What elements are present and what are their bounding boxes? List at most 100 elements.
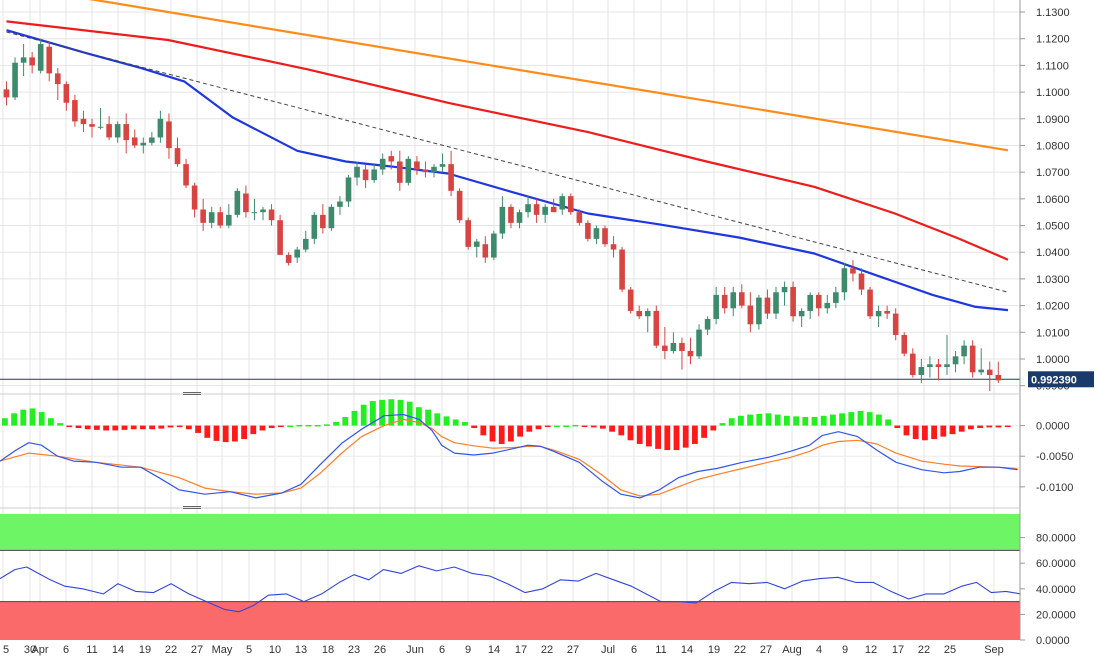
candle-body — [961, 345, 967, 357]
x-tick-label: 25 — [944, 644, 956, 656]
last-price-label: 0.992390 — [1031, 374, 1077, 386]
candle-body — [362, 169, 369, 181]
x-tick-label: 6 — [631, 644, 637, 656]
price-tick-label: 1.0000 — [1036, 354, 1070, 366]
candle-body — [670, 342, 677, 351]
macd-hist-bar — [756, 413, 763, 426]
price-tick-label: 1.0800 — [1036, 140, 1070, 152]
macd-hist-bar — [793, 416, 799, 426]
x-tick-label: 12 — [865, 644, 877, 656]
macd-hist-bar — [600, 425, 606, 429]
candle-body — [456, 190, 463, 221]
macd-hist-bar — [130, 425, 137, 430]
candle-body — [619, 249, 625, 290]
candle-body — [140, 142, 147, 146]
candle-body — [97, 126, 104, 128]
candle-body — [602, 228, 608, 245]
trendline — [6, 31, 1009, 293]
macd-hist-bar — [406, 401, 413, 426]
x-tick-label: 27 — [191, 644, 203, 656]
macd-hist-bar — [535, 425, 542, 430]
price-tick-label: 1.1100 — [1036, 60, 1069, 72]
candle-body — [867, 289, 873, 317]
macd-hist-bar — [912, 425, 919, 440]
macd-hist-bar — [149, 425, 155, 430]
candle-body — [465, 220, 471, 247]
rsi-tick-label: 40.0000 — [1036, 584, 1076, 596]
candle-body — [482, 244, 489, 258]
candle-body — [721, 294, 728, 309]
candle-body — [431, 166, 437, 173]
candle-body — [508, 206, 514, 223]
candle-body — [910, 353, 916, 375]
macd-hist-bar — [471, 425, 477, 429]
candle-body — [422, 169, 429, 173]
macd-hist-bar — [370, 401, 376, 426]
macd-hist-bar — [103, 425, 109, 431]
candle-body — [131, 137, 138, 146]
macd-hist-bar — [222, 425, 229, 443]
macd-hist-bar — [931, 425, 937, 440]
x-tick-label: 19 — [139, 644, 151, 656]
candle-body — [157, 118, 164, 138]
candle-body — [311, 214, 318, 239]
macd-hist-bar — [38, 412, 45, 426]
candle-body — [833, 292, 839, 303]
macd-hist-bar — [360, 404, 367, 426]
rsi-line — [0, 565, 1021, 613]
macd-hist-bar — [434, 413, 441, 426]
candle-body — [499, 206, 506, 234]
price-tick-label: 1.1000 — [1036, 87, 1070, 99]
candle-layer — [3, 38, 1002, 391]
sma-slow-line — [88, 0, 1009, 152]
macd-hist-bar — [765, 413, 772, 426]
x-tick-label: 22 — [165, 644, 177, 656]
macd-hist-bar — [268, 425, 275, 429]
macd-hist-bar — [876, 414, 882, 426]
macd-hist-bar — [75, 425, 82, 429]
macd-hist-bar — [20, 409, 27, 426]
candle-body — [183, 164, 189, 186]
candle-body — [533, 204, 540, 215]
x-tick-label: 18 — [322, 644, 334, 656]
macd-hist-bar — [48, 418, 54, 426]
macd-hist-bar — [186, 425, 192, 430]
macd-hist-bar — [618, 425, 625, 436]
price-tick-label: 1.0600 — [1036, 194, 1070, 206]
candle-body — [653, 310, 660, 346]
x-tick-label: 13 — [295, 644, 307, 656]
x-tick-label: May — [212, 644, 233, 656]
macd-hist-bar — [517, 425, 523, 437]
macd-hist-bar — [664, 425, 671, 451]
rsi-tick-label: 0.0000 — [1036, 635, 1070, 647]
axis-layer: 0.99001.00001.01001.02001.03001.04001.05… — [3, 0, 1094, 656]
macd-hist-bar — [121, 425, 128, 430]
candle-body — [730, 292, 737, 309]
macd-hist-bar — [29, 408, 36, 426]
macd-hist-bar — [480, 425, 487, 436]
macd-hist-bar — [830, 414, 836, 426]
candle-body — [610, 244, 617, 250]
x-tick-label: Jul — [601, 644, 615, 656]
macd-hist-bar — [388, 399, 395, 426]
candle-body — [388, 156, 395, 162]
x-tick-label: 5 — [246, 644, 252, 656]
x-tick-label: 22 — [918, 644, 930, 656]
x-tick-label: 11 — [655, 644, 666, 656]
candle-body — [294, 249, 300, 258]
candle-body — [414, 161, 420, 170]
macd-tick-label: -0.0050 — [1036, 451, 1073, 463]
candle-body — [191, 185, 198, 210]
x-tick-label: 4 — [816, 644, 822, 656]
macd-hist-bar — [802, 416, 809, 426]
x-tick-label: 23 — [348, 644, 360, 656]
macd-hist-bar — [885, 419, 891, 426]
macd-hist-bar — [66, 425, 73, 428]
macd-hist-bar — [655, 425, 661, 449]
price-tick-label: 1.0300 — [1036, 274, 1070, 286]
candle-body — [901, 334, 908, 354]
macd-hist-bar — [278, 425, 284, 428]
macd-hist-bar — [204, 425, 211, 438]
macd-hist-bar — [57, 423, 63, 426]
